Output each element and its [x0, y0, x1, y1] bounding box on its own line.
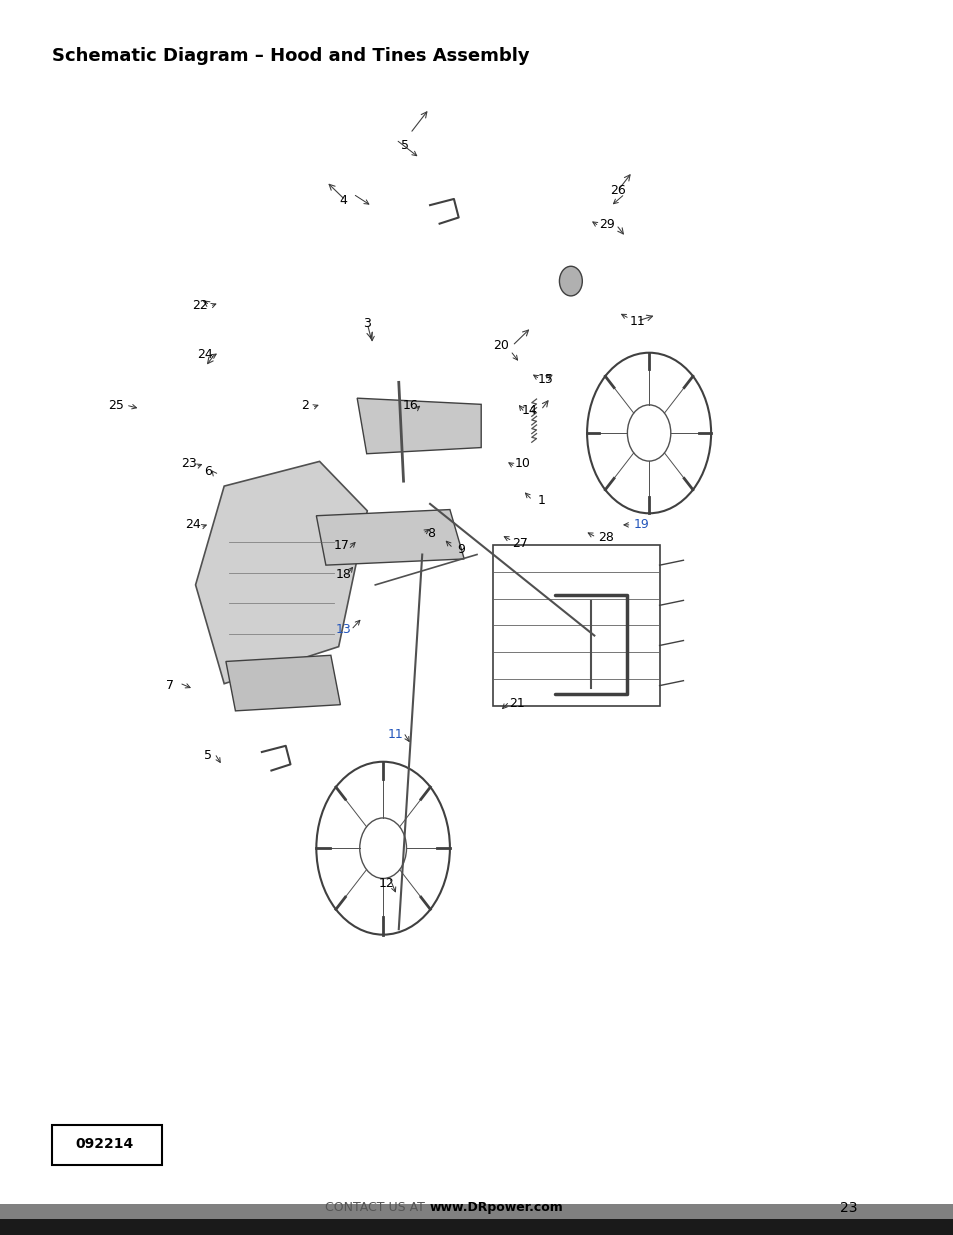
Polygon shape	[356, 398, 480, 453]
Text: 29: 29	[598, 219, 614, 231]
Text: Schematic Diagram – Hood and Tines Assembly: Schematic Diagram – Hood and Tines Assem…	[52, 47, 530, 65]
Text: 27: 27	[512, 537, 527, 550]
Text: 21: 21	[509, 698, 524, 710]
Text: 6: 6	[204, 466, 212, 478]
Bar	[0, 1219, 953, 1235]
FancyBboxPatch shape	[52, 1125, 162, 1165]
Text: 24: 24	[185, 519, 200, 531]
Polygon shape	[316, 510, 464, 566]
Text: 25: 25	[109, 399, 124, 411]
Text: 1: 1	[537, 494, 545, 506]
Text: 28: 28	[598, 531, 613, 543]
Text: 9: 9	[456, 543, 464, 556]
Text: 26: 26	[610, 184, 625, 196]
Circle shape	[558, 267, 581, 296]
Bar	[0, 1204, 953, 1219]
Text: 15: 15	[537, 373, 553, 385]
Text: CONTACT US AT: CONTACT US AT	[325, 1202, 429, 1214]
Text: 16: 16	[402, 399, 417, 411]
Bar	[492, 545, 659, 705]
Text: 24: 24	[197, 348, 213, 361]
Text: 11: 11	[629, 315, 644, 327]
Text: 14: 14	[521, 404, 537, 416]
Text: 10: 10	[515, 457, 530, 469]
Text: 3: 3	[363, 317, 371, 330]
Text: 5: 5	[204, 750, 212, 762]
Text: 5: 5	[401, 140, 409, 152]
Text: 13: 13	[335, 624, 351, 636]
Text: 18: 18	[335, 568, 351, 580]
Text: www.DRpower.com: www.DRpower.com	[429, 1202, 562, 1214]
Text: 23: 23	[181, 457, 196, 469]
Text: 8: 8	[427, 527, 435, 540]
Text: 2: 2	[301, 399, 309, 411]
Text: 12: 12	[378, 877, 394, 889]
Text: 23: 23	[839, 1200, 856, 1215]
Text: 19: 19	[633, 519, 648, 531]
Text: 17: 17	[334, 540, 349, 552]
Text: 11: 11	[388, 729, 403, 741]
Text: 7: 7	[166, 679, 173, 692]
Text: 4: 4	[339, 194, 347, 206]
Text: 22: 22	[193, 299, 208, 311]
Text: 092214: 092214	[75, 1136, 134, 1151]
Text: 20: 20	[493, 340, 508, 352]
Polygon shape	[226, 656, 340, 711]
Polygon shape	[195, 462, 367, 684]
